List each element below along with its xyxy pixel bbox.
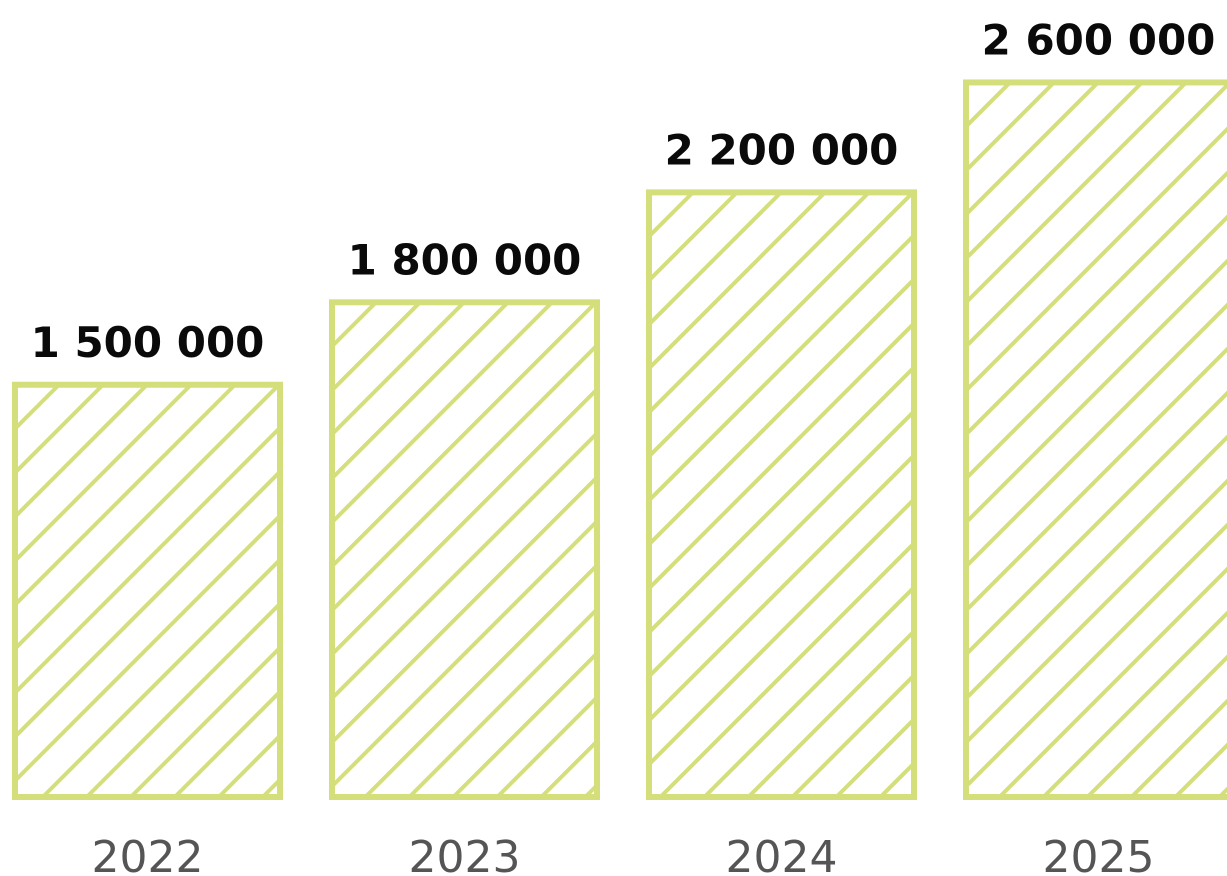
bar-2022 xyxy=(12,381,283,800)
value-labels-layer: 1 500 000 1 800 000 2 200 000 2 600 000 xyxy=(31,15,1216,366)
value-label-2025: 2 600 000 xyxy=(982,15,1216,64)
value-label-2022: 1 500 000 xyxy=(31,318,265,367)
bar-hatch xyxy=(332,302,597,797)
bar-frame xyxy=(646,189,917,800)
bar-frame xyxy=(329,299,600,800)
value-label-2023: 1 800 000 xyxy=(348,235,582,284)
bar-2024 xyxy=(646,189,917,800)
bar-hatch xyxy=(649,192,914,797)
value-label-2024: 2 200 000 xyxy=(665,125,899,174)
bar-2023 xyxy=(329,299,600,800)
category-label-2023: 2023 xyxy=(409,832,521,876)
bar-2025 xyxy=(963,79,1227,800)
bar-hatch xyxy=(15,384,280,797)
category-labels-layer: 2022 2023 2024 2025 xyxy=(92,832,1155,876)
category-label-2024: 2024 xyxy=(726,832,838,876)
category-label-2025: 2025 xyxy=(1043,832,1155,876)
bars-layer xyxy=(12,79,1227,800)
bar-frame xyxy=(963,79,1227,800)
bar-frame xyxy=(12,381,283,800)
bar-hatch xyxy=(966,82,1227,797)
category-label-2022: 2022 xyxy=(92,832,204,876)
